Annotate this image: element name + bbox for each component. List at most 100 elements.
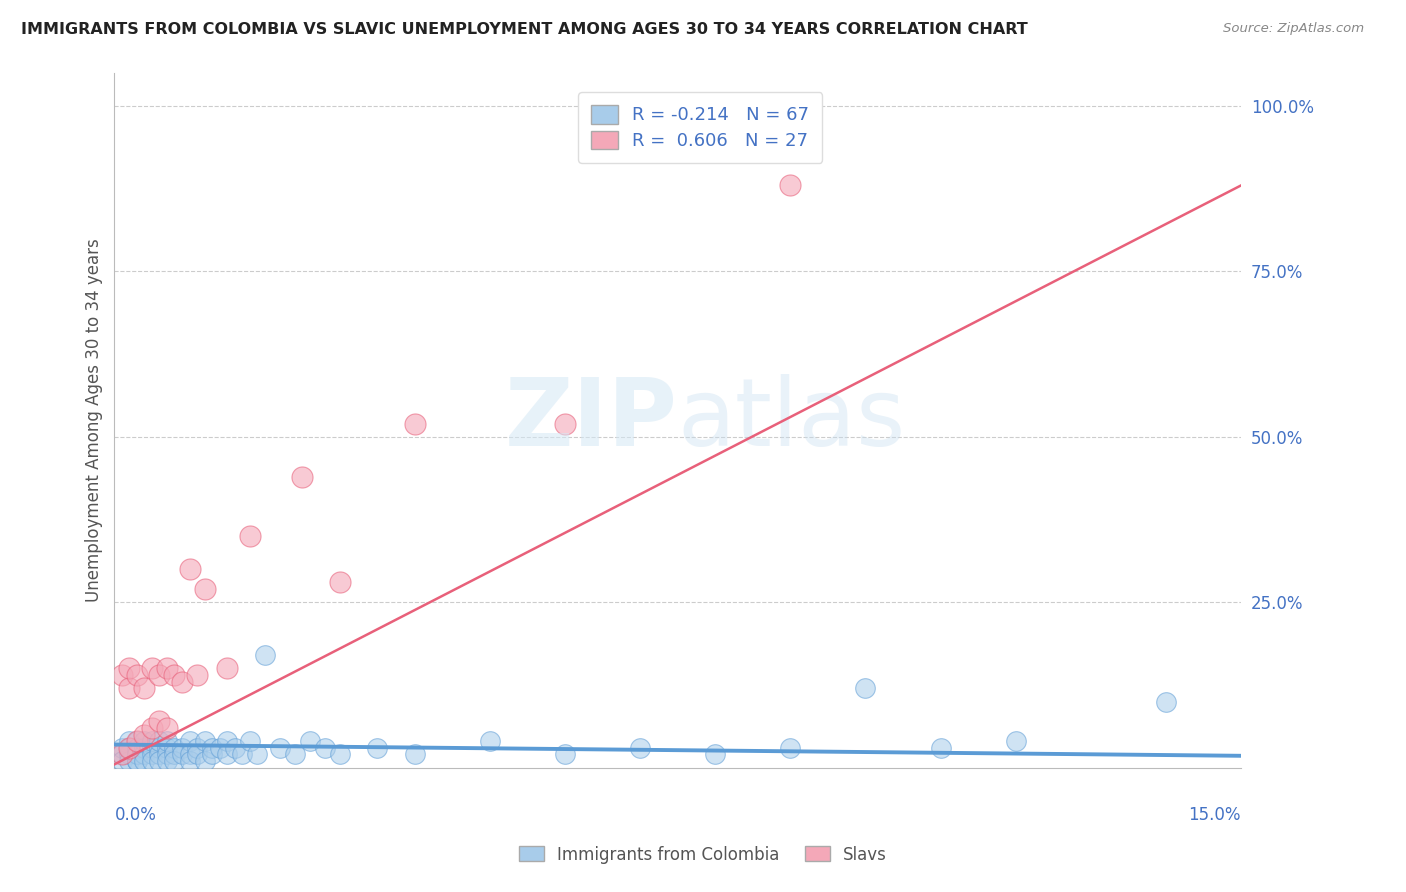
Point (193, 734, 215, 748)
Point (404, 417, 426, 431)
Point (554, 747, 576, 762)
Point (118, 661, 141, 675)
Point (215, 734, 238, 748)
Point (118, 754, 141, 768)
Point (111, 740, 134, 755)
Point (111, 747, 134, 762)
Point (125, 740, 148, 755)
Point (179, 754, 201, 768)
Point (125, 734, 148, 748)
Point (239, 529, 262, 543)
Point (163, 668, 186, 682)
Point (1154, 694, 1177, 708)
Point (239, 734, 262, 748)
Point (125, 668, 148, 682)
Point (134, 740, 156, 755)
Point (186, 747, 208, 762)
Point (329, 747, 352, 762)
Point (253, 648, 276, 663)
Point (134, 681, 156, 696)
Point (170, 674, 193, 689)
Point (179, 734, 201, 748)
Point (156, 740, 179, 755)
Point (179, 562, 201, 576)
Point (111, 754, 134, 768)
Point (163, 747, 186, 762)
Point (125, 747, 148, 762)
Point (186, 740, 208, 755)
Point (134, 734, 156, 748)
Point (163, 740, 186, 755)
Text: 0.0%: 0.0% (114, 805, 156, 824)
Point (855, 681, 877, 696)
Point (215, 661, 238, 675)
Point (148, 734, 170, 748)
Point (404, 747, 426, 762)
Point (111, 747, 134, 762)
Point (141, 661, 163, 675)
Point (170, 747, 193, 762)
Point (179, 747, 201, 762)
Text: Source: ZipAtlas.com: Source: ZipAtlas.com (1223, 22, 1364, 36)
Point (156, 747, 179, 762)
Text: IMMIGRANTS FROM COLOMBIA VS SLAVIC UNEMPLOYMENT AMONG AGES 30 TO 34 YEARS CORREL: IMMIGRANTS FROM COLOMBIA VS SLAVIC UNEMP… (21, 22, 1028, 37)
Point (134, 754, 156, 768)
Legend: Immigrants from Colombia, Slavs: Immigrants from Colombia, Slavs (512, 839, 894, 871)
Point (141, 740, 163, 755)
Point (929, 740, 952, 755)
Point (201, 740, 224, 755)
Point (141, 734, 163, 748)
Point (284, 747, 307, 762)
Point (231, 747, 253, 762)
Point (163, 754, 186, 768)
Y-axis label: Unemployment Among Ages 30 to 34 years: Unemployment Among Ages 30 to 34 years (86, 238, 103, 602)
Point (141, 721, 163, 735)
Point (704, 747, 727, 762)
Point (170, 740, 193, 755)
Point (193, 754, 215, 768)
Point (118, 681, 141, 696)
Point (215, 747, 238, 762)
Point (148, 668, 170, 682)
Point (118, 740, 141, 755)
Point (224, 740, 246, 755)
Point (478, 734, 501, 748)
Point (314, 740, 336, 755)
Point (193, 582, 215, 596)
Point (628, 740, 651, 755)
Point (134, 728, 156, 742)
Point (201, 747, 224, 762)
Legend: R = -0.214   N = 67, R =  0.606   N = 27: R = -0.214 N = 67, R = 0.606 N = 27 (578, 93, 823, 162)
Text: atlas: atlas (678, 375, 905, 467)
Point (156, 661, 179, 675)
Point (269, 740, 291, 755)
Point (118, 734, 141, 748)
Point (208, 740, 231, 755)
Text: ZIP: ZIP (505, 375, 678, 467)
Point (298, 734, 321, 748)
Point (779, 740, 801, 755)
Point (291, 469, 314, 483)
Point (141, 747, 163, 762)
Point (156, 754, 179, 768)
Point (125, 747, 148, 762)
Point (779, 178, 801, 193)
Point (366, 740, 388, 755)
Text: 15.0%: 15.0% (1188, 805, 1241, 824)
Point (329, 575, 352, 590)
Point (125, 754, 148, 768)
Point (125, 754, 148, 768)
Point (125, 734, 148, 748)
Point (148, 747, 170, 762)
Point (118, 740, 141, 755)
Point (246, 747, 269, 762)
Point (148, 754, 170, 768)
Point (1004, 734, 1026, 748)
Point (118, 747, 141, 762)
Point (156, 734, 179, 748)
Point (111, 668, 134, 682)
Point (554, 417, 576, 431)
Point (148, 740, 170, 755)
Point (141, 754, 163, 768)
Point (148, 714, 170, 729)
